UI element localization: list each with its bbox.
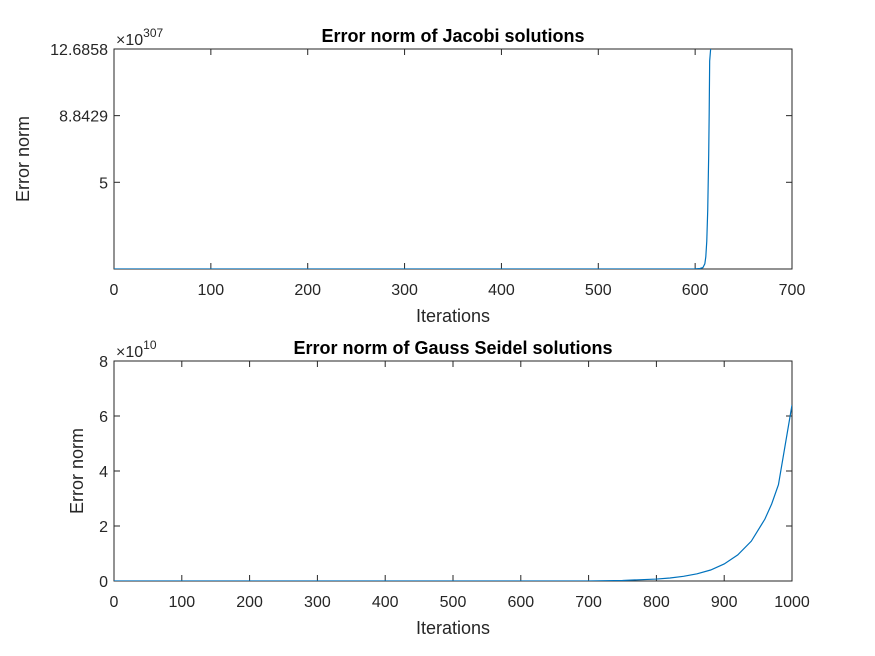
chart1-ytick-label: 5 [99, 175, 108, 192]
chart1-y-exponent-power: 307 [143, 26, 163, 40]
chart2-ytick-label: 6 [99, 409, 108, 426]
chart2-ytick-label: 2 [99, 519, 108, 536]
chart1-xtick-label: 600 [682, 282, 709, 299]
chart2-ylabel: Error norm [67, 428, 87, 514]
chart2-xtick-label: 200 [236, 594, 263, 611]
chart2-title: Error norm of Gauss Seidel solutions [293, 338, 612, 358]
chart1-xtick-label: 200 [294, 282, 321, 299]
chart1-xtick-label: 300 [391, 282, 418, 299]
chart2-xtick-label: 800 [643, 594, 670, 611]
chart2: 0 100 200 300 400 500 600 700 800 900 1000 0 2 4 6 8 ×10… [67, 338, 810, 638]
chart1: 0 100 200 300 400 500 600 700 5 8.8429 12.6858 ×103… [13, 26, 805, 326]
chart1-xtick-label: 100 [198, 282, 225, 299]
chart2-xlabel: Iterations [416, 618, 490, 638]
chart1-y-exponent-base: ×10 [116, 32, 143, 49]
chart2-xtick-label: 0 [110, 594, 119, 611]
chart2-xtick-label: 100 [168, 594, 195, 611]
chart2-series-line-1 [114, 404, 792, 581]
chart2-ytick-label: 4 [99, 464, 108, 481]
chart2-xtick-label: 500 [440, 594, 467, 611]
chart2-y-exponent: ×1010 [116, 338, 157, 361]
chart1-ytick-label: 8.8429 [59, 109, 108, 126]
chart1-axes-box [113, 48, 793, 270]
chart2-y-exponent-base: ×10 [116, 344, 143, 361]
chart1-xtick-label: 500 [585, 282, 612, 299]
chart2-xtick-label: 400 [372, 594, 399, 611]
chart2-xtick-label: 300 [304, 594, 331, 611]
chart1-series-line-1 [114, 49, 712, 269]
chart2-axes-box [113, 360, 793, 582]
chart2-xtick-label: 600 [507, 594, 534, 611]
chart2-xtick-label: 700 [575, 594, 602, 611]
chart2-xtick-label: 900 [711, 594, 738, 611]
chart1-y-exponent: ×10307 [116, 26, 163, 49]
chart1-xtick-label: 700 [779, 282, 806, 299]
chart2-ytick-label: 0 [99, 574, 108, 591]
chart2-xtick-label: 1000 [774, 594, 810, 611]
chart1-ylabel: Error norm [13, 116, 33, 202]
chart2-y-exponent-power: 10 [143, 338, 157, 352]
chart2-ytick-label: 8 [99, 354, 108, 371]
chart1-xtick-label: 0 [110, 282, 119, 299]
chart1-title: Error norm of Jacobi solutions [321, 26, 584, 46]
chart1-xtick-label: 400 [488, 282, 515, 299]
chart1-xlabel: Iterations [416, 306, 490, 326]
chart1-ytick-label: 12.6858 [50, 42, 108, 59]
